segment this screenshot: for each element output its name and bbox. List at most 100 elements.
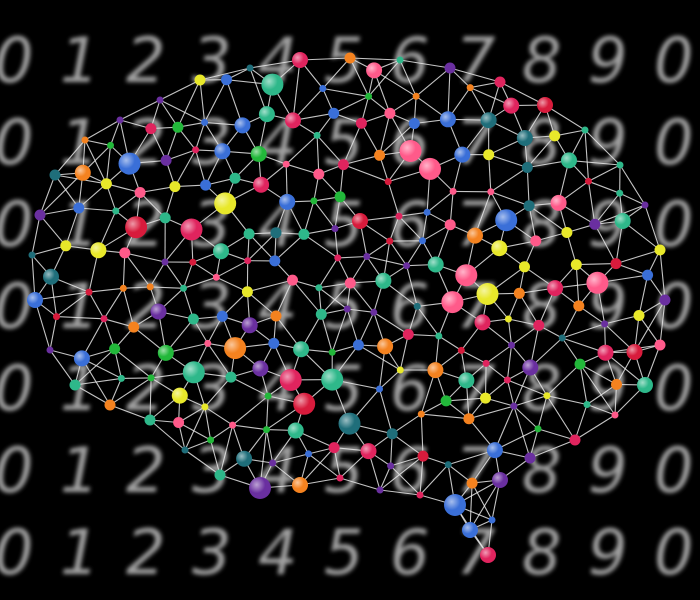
network-node (204, 339, 212, 347)
network-node (104, 399, 116, 411)
network-edge (399, 59, 451, 69)
network-node (508, 341, 515, 349)
network-node (331, 225, 339, 233)
network-node-highlight (516, 130, 533, 146)
network-node-highlight (157, 344, 174, 361)
network-edge (303, 200, 315, 235)
network-edge (391, 413, 422, 435)
network-node (344, 52, 356, 64)
network-edge (88, 291, 105, 320)
network-edge (346, 308, 359, 346)
background-digit: 0 (0, 106, 33, 179)
network-edge (389, 216, 400, 242)
network-edge (204, 406, 233, 426)
network-node-highlight (458, 372, 475, 389)
network-node (487, 188, 495, 196)
network-edge (449, 191, 454, 225)
network-edge (566, 232, 577, 265)
network-edge (39, 214, 67, 247)
network-edge (574, 414, 616, 441)
network-edge (448, 449, 496, 466)
network-edge (507, 318, 513, 346)
network-edge (216, 260, 248, 278)
network-node (145, 123, 157, 135)
network-edge (178, 422, 211, 441)
network-node (534, 425, 542, 433)
network-node (444, 219, 456, 231)
network-edge (537, 395, 548, 430)
network-node-highlight (550, 194, 567, 211)
background-digit: 5 (324, 24, 363, 97)
network-edge (659, 299, 666, 346)
network-edge (426, 190, 454, 213)
network-edge (398, 211, 428, 217)
network-edge (286, 163, 319, 175)
network-node (216, 310, 228, 322)
network-node-highlight (360, 443, 377, 460)
network-node (128, 321, 140, 333)
network-node-highlight (495, 209, 518, 232)
network-edge (31, 214, 41, 256)
network-node (589, 218, 601, 230)
background-digit: 1 (60, 270, 99, 343)
network-edge (49, 316, 58, 351)
network-edge (216, 276, 248, 293)
network-edge (619, 192, 646, 206)
background-digit: 2 (126, 516, 165, 589)
background-digit: 0 (654, 352, 693, 425)
background-digit: 0 (0, 270, 33, 343)
network-edge (488, 154, 492, 192)
network-node (543, 392, 551, 400)
network-node (181, 446, 189, 454)
network-node (189, 258, 197, 266)
network-edge (139, 192, 166, 219)
network-edge (164, 261, 184, 289)
network-edge (584, 129, 621, 166)
network-edge (562, 323, 605, 339)
network-node (355, 117, 367, 129)
network-node (287, 274, 298, 286)
network-node-highlight (253, 176, 270, 193)
network-edge (499, 81, 546, 106)
network-node (161, 258, 169, 266)
network-edge (546, 395, 576, 441)
network-edge (604, 314, 640, 325)
network-node-highlight (118, 152, 141, 175)
background-digit: 7 (456, 24, 495, 97)
network-nodes (27, 52, 671, 563)
network-node (180, 284, 187, 292)
network-node (483, 149, 495, 161)
network-edge (122, 252, 126, 289)
network-edge (221, 291, 248, 317)
network-edge (379, 123, 415, 156)
network-edge (446, 397, 486, 402)
network-node (69, 379, 81, 391)
network-node (386, 237, 394, 245)
network-node (449, 187, 457, 195)
network-node-highlight (285, 112, 301, 129)
background-digit: 1 (60, 24, 99, 97)
network-edge (594, 224, 617, 264)
network-edge (249, 67, 268, 115)
network-edge (149, 261, 166, 288)
network-edge (204, 406, 212, 441)
network-node (244, 257, 252, 265)
network-node (549, 130, 561, 142)
network-node-highlight (236, 450, 253, 467)
network-node-highlight (352, 213, 368, 229)
network-edge (210, 424, 233, 441)
network-node-highlight (261, 73, 284, 96)
network-edge (322, 87, 369, 97)
network-edge (368, 59, 401, 97)
network-edge (358, 344, 401, 371)
network-edge (511, 324, 540, 346)
network-node (337, 159, 349, 171)
background-digit: 0 (654, 270, 693, 343)
background-digit: 8 (522, 24, 561, 97)
background-digit: 5 (324, 516, 363, 589)
network-edge (109, 377, 152, 406)
network-node-highlight (234, 117, 251, 134)
network-edge (484, 363, 487, 399)
network-node (558, 334, 566, 342)
network-edge (490, 191, 530, 207)
